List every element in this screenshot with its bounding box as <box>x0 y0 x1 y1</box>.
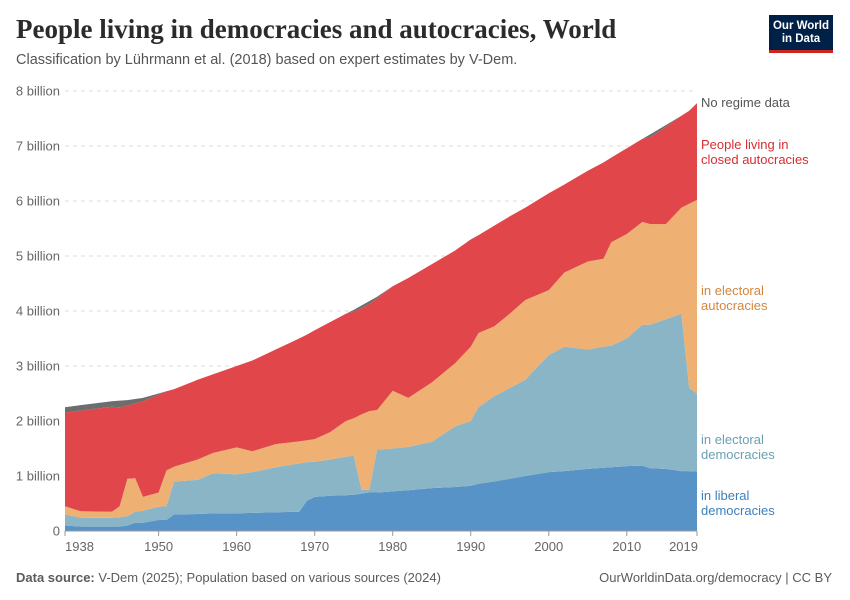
y-axis: 0 1 billion 2 billion 3 billion 4 billion 5 b… <box>16 84 60 539</box>
area-in-liberal-democracies <box>65 465 697 531</box>
chart-title: People living in democracies and autocra… <box>16 14 617 44</box>
area-in-electoral-democracies <box>65 313 697 527</box>
x-tick-label: 2019 <box>669 539 698 554</box>
x-tick-label: 1950 <box>144 539 173 554</box>
y-tick-label: 7 billion <box>16 139 60 154</box>
area-people-living-in-closed-autocracies <box>65 103 697 512</box>
y-tick-label: 0 <box>53 524 60 539</box>
data-source-text: V-Dem (2025); Population based on variou… <box>98 570 441 585</box>
x-tick-label: 1960 <box>222 539 251 554</box>
y-tick-label: 2 billion <box>16 414 60 429</box>
areas <box>65 103 697 531</box>
logo-line-1: Our World <box>772 20 829 32</box>
x-tick-label: 1990 <box>456 539 485 554</box>
series-label: People living in <box>701 137 788 152</box>
x-axis: 1938 1950 1960 1970 1980 1990 2000 2010 2019 <box>64 530 698 554</box>
x-tick-label: 1970 <box>300 539 329 554</box>
x-tick-label: 2010 <box>612 539 641 554</box>
owid-logo[interactable]: Our World in Data <box>769 15 833 53</box>
y-tick-label: 4 billion <box>16 304 60 319</box>
series-label: democracies <box>701 447 775 462</box>
x-tick-label: 2000 <box>534 539 563 554</box>
stacked-area-chart: 0 1 billion 2 billion 3 billion 4 billion 5 b… <box>16 84 809 555</box>
series-label: autocracies <box>701 298 768 313</box>
series-label: closed autocracies <box>701 152 809 167</box>
source-link[interactable]: OurWorldinData.org/democracy | CC BY <box>599 570 832 585</box>
x-tick-label: 1980 <box>378 539 407 554</box>
data-source: Data source: V-Dem (2025); Population ba… <box>16 570 441 585</box>
series-label: in electoral <box>701 432 764 447</box>
y-tick-label: 3 billion <box>16 359 60 374</box>
series-label: No regime data <box>701 95 791 110</box>
y-tick-label: 1 billion <box>16 469 60 484</box>
series-label: in electoral <box>701 283 764 298</box>
chart-subtitle: Classification by Lührmann et al. (2018)… <box>16 52 518 68</box>
y-tick-label: 5 billion <box>16 249 60 264</box>
y-tick-label: 8 billion <box>16 84 60 99</box>
series-label: democracies <box>701 503 775 518</box>
logo-line-2: in Data <box>781 33 821 45</box>
x-tick-label: 1938 <box>65 539 94 554</box>
y-tick-label: 6 billion <box>16 194 60 209</box>
area-in-electoral-autocracies <box>65 199 697 518</box>
data-source-label: Data source: <box>16 570 95 585</box>
series-label: in liberal <box>701 488 750 503</box>
